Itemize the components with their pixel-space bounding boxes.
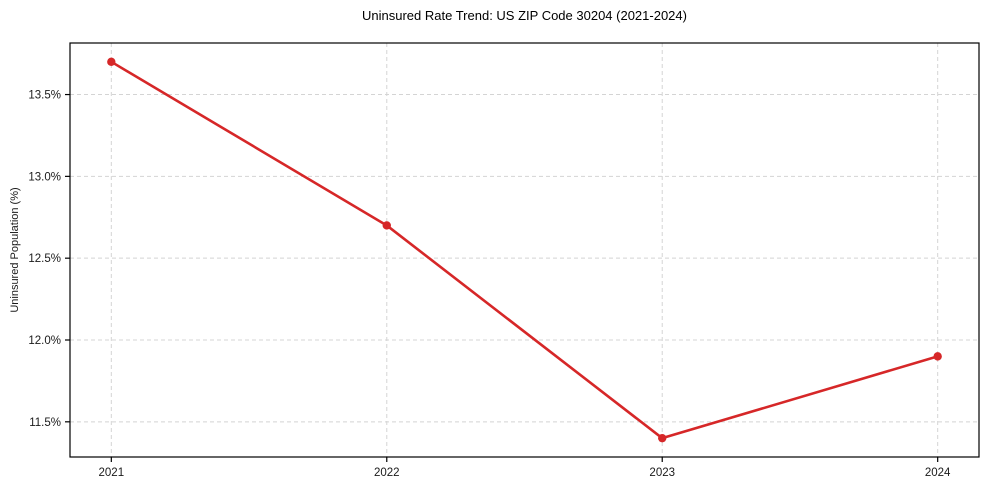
y-tick-label: 13.5% bbox=[28, 90, 61, 102]
y-tick-label: 12.0% bbox=[28, 335, 61, 347]
x-tick-label: 2021 bbox=[99, 467, 125, 479]
data-point-marker bbox=[107, 57, 116, 67]
x-tick-label: 2023 bbox=[649, 467, 675, 479]
y-tick-label: 11.5% bbox=[29, 417, 61, 429]
trend-line bbox=[110, 60, 939, 440]
data-point-marker bbox=[933, 352, 942, 361]
y-tick-label: 12.5% bbox=[28, 253, 61, 265]
x-tick-label: 2022 bbox=[374, 467, 400, 479]
plot-border bbox=[69, 42, 980, 458]
data-point-marker bbox=[658, 433, 667, 443]
data-point-marker bbox=[382, 221, 391, 230]
x-tick-label: 2024 bbox=[925, 467, 951, 479]
y-tick-label: 13.0% bbox=[28, 171, 61, 183]
chart-title: Uninsured Rate Trend: US ZIP Code 30204 … bbox=[362, 8, 687, 23]
